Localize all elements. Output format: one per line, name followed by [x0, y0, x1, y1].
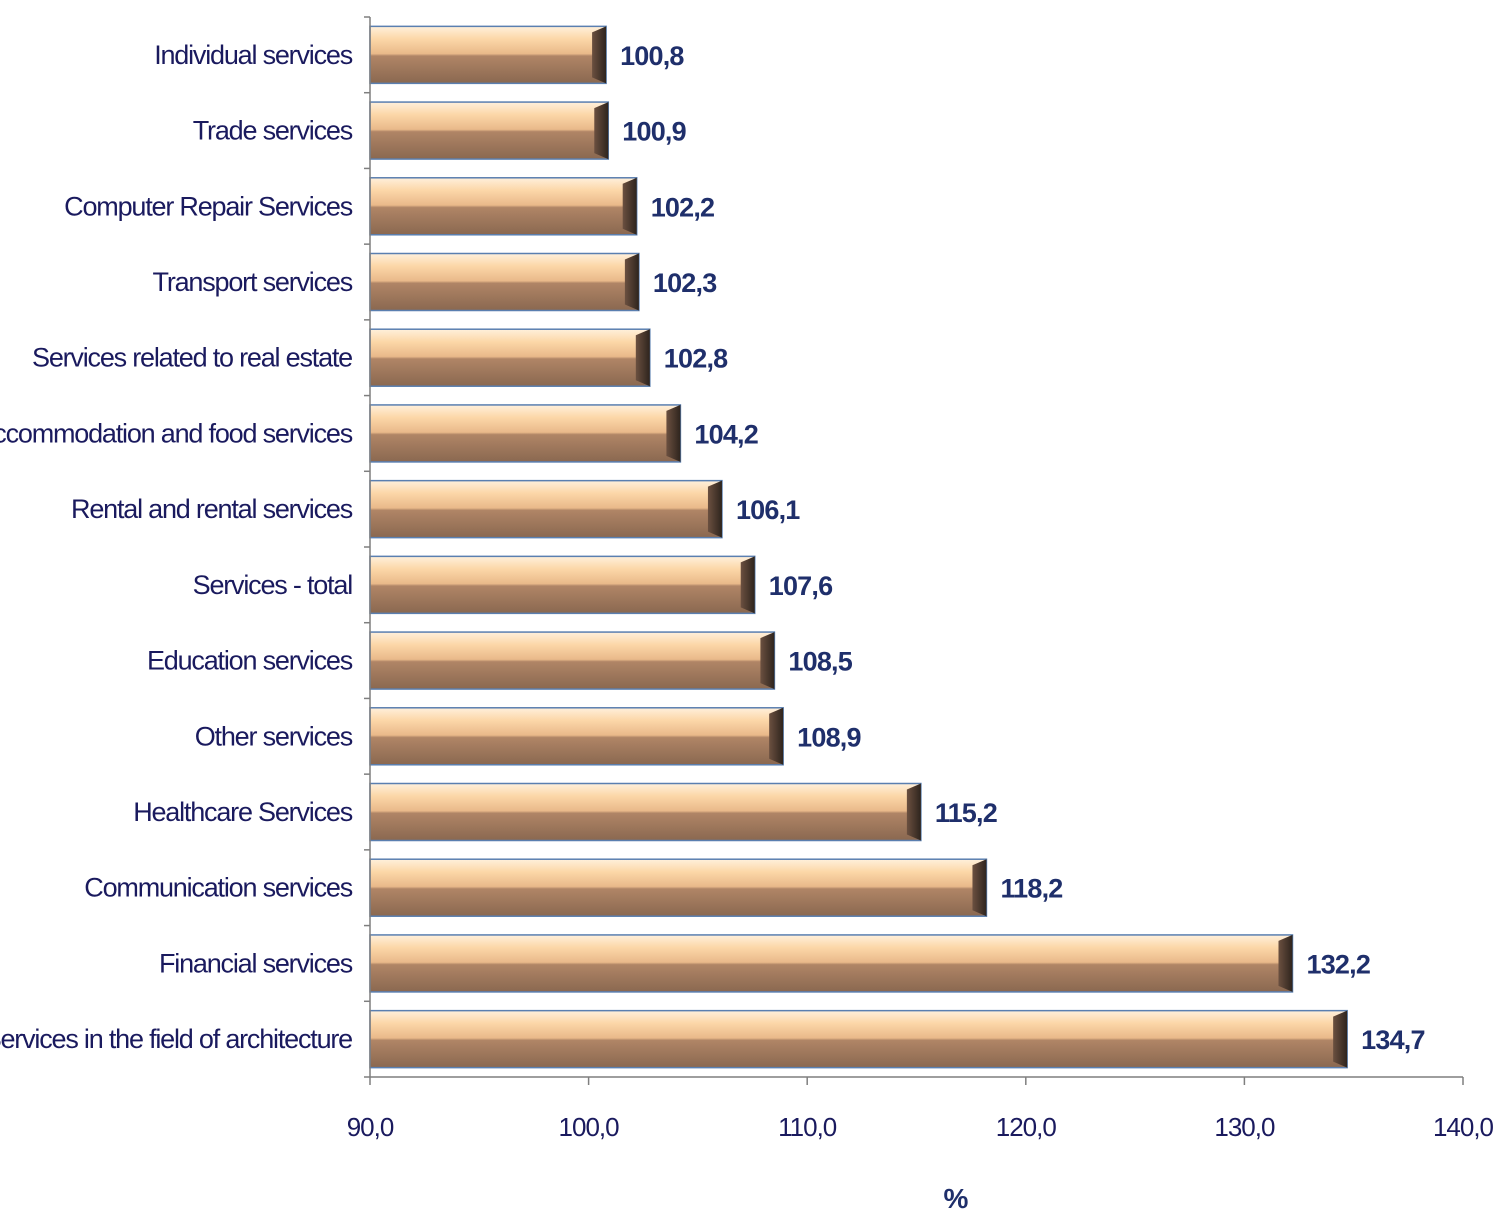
value-label-8: 108,5	[788, 647, 852, 677]
bar-10	[369, 782, 922, 842]
bar-12	[369, 934, 1294, 993]
category-label-3: Transport services	[153, 267, 353, 297]
category-label-12: Financial services	[159, 948, 353, 978]
bar-cap-13	[1333, 1010, 1348, 1068]
bar-cap-0	[592, 26, 607, 84]
x-tick-label-3: 120,0	[996, 1112, 1057, 1142]
category-label-6: Rental and rental services	[71, 494, 353, 524]
bar-0	[369, 25, 607, 85]
value-label-5: 104,2	[694, 419, 758, 449]
bar-3	[369, 252, 640, 312]
value-labels: 100,8 100,9 102,2 102,3 102,8 104,2 106,1 107,6…	[620, 41, 1425, 1055]
category-label-5: Accommodation and food services	[0, 418, 353, 448]
category-label-0: Individual services	[154, 40, 353, 70]
bar-2	[369, 177, 638, 236]
bar-4	[369, 328, 651, 387]
category-label-10: Healthcare Services	[133, 797, 353, 827]
bar-cap-1	[594, 102, 609, 160]
bar-cap-8	[760, 632, 775, 690]
bars-group	[369, 25, 1348, 1069]
value-label-7: 107,6	[769, 571, 833, 601]
x-tick-label-0: 90,0	[347, 1112, 394, 1142]
bar-cap-12	[1278, 934, 1293, 992]
bar-cap-10	[906, 783, 921, 841]
value-label-2: 102,2	[651, 192, 715, 222]
bar-7	[369, 555, 756, 615]
bar-cap-9	[769, 707, 784, 765]
x-tick-label-5: 140,0	[1433, 1112, 1494, 1142]
value-label-12: 132,2	[1306, 949, 1370, 979]
bar-cap-3	[624, 253, 639, 311]
value-label-9: 108,9	[797, 722, 861, 752]
category-label-4: Services related to real estate	[32, 343, 352, 373]
bar-cap-7	[740, 556, 755, 614]
bar-cap-6	[707, 480, 722, 538]
value-label-13: 134,7	[1361, 1025, 1425, 1055]
value-label-6: 106,1	[736, 495, 800, 525]
value-label-0: 100,8	[620, 41, 684, 71]
category-label-2: Computer Repair Services	[64, 191, 353, 221]
value-label-3: 102,3	[653, 268, 717, 298]
value-label-10: 115,2	[935, 798, 997, 828]
category-label-13: Services in the field of architecture	[0, 1024, 352, 1054]
x-tick-label-1: 100,0	[559, 1112, 620, 1142]
bar-cap-5	[666, 404, 681, 462]
bar-1	[369, 101, 610, 160]
category-label-9: Other services	[195, 721, 353, 751]
value-label-4: 102,8	[664, 344, 728, 374]
value-label-1: 100,9	[622, 117, 686, 147]
category-label-8: Education services	[147, 646, 353, 676]
x-tick-label-2: 110,0	[778, 1112, 837, 1142]
bar-13	[369, 1009, 1348, 1069]
bar-8	[369, 631, 776, 690]
x-axis-title: %	[944, 1183, 969, 1214]
bar-cap-2	[622, 177, 637, 235]
category-label-11: Communication services	[84, 873, 352, 903]
category-label-7: Services - total	[193, 570, 353, 600]
bar-6	[369, 479, 723, 539]
axes: 90,0 100,0 110,0 120,0 130,0 140,0	[347, 16, 1495, 1142]
bar-11	[369, 858, 988, 917]
category-labels: Individual services Trade services Compute…	[0, 40, 354, 1054]
category-label-1: Trade services	[193, 116, 353, 146]
value-label-11: 118,2	[1000, 874, 1062, 904]
bar-9	[369, 707, 784, 766]
x-tick-label-4: 130,0	[1214, 1112, 1275, 1142]
bar-cap-11	[972, 859, 987, 917]
bar-5	[369, 404, 682, 463]
bar-cap-4	[635, 329, 650, 387]
